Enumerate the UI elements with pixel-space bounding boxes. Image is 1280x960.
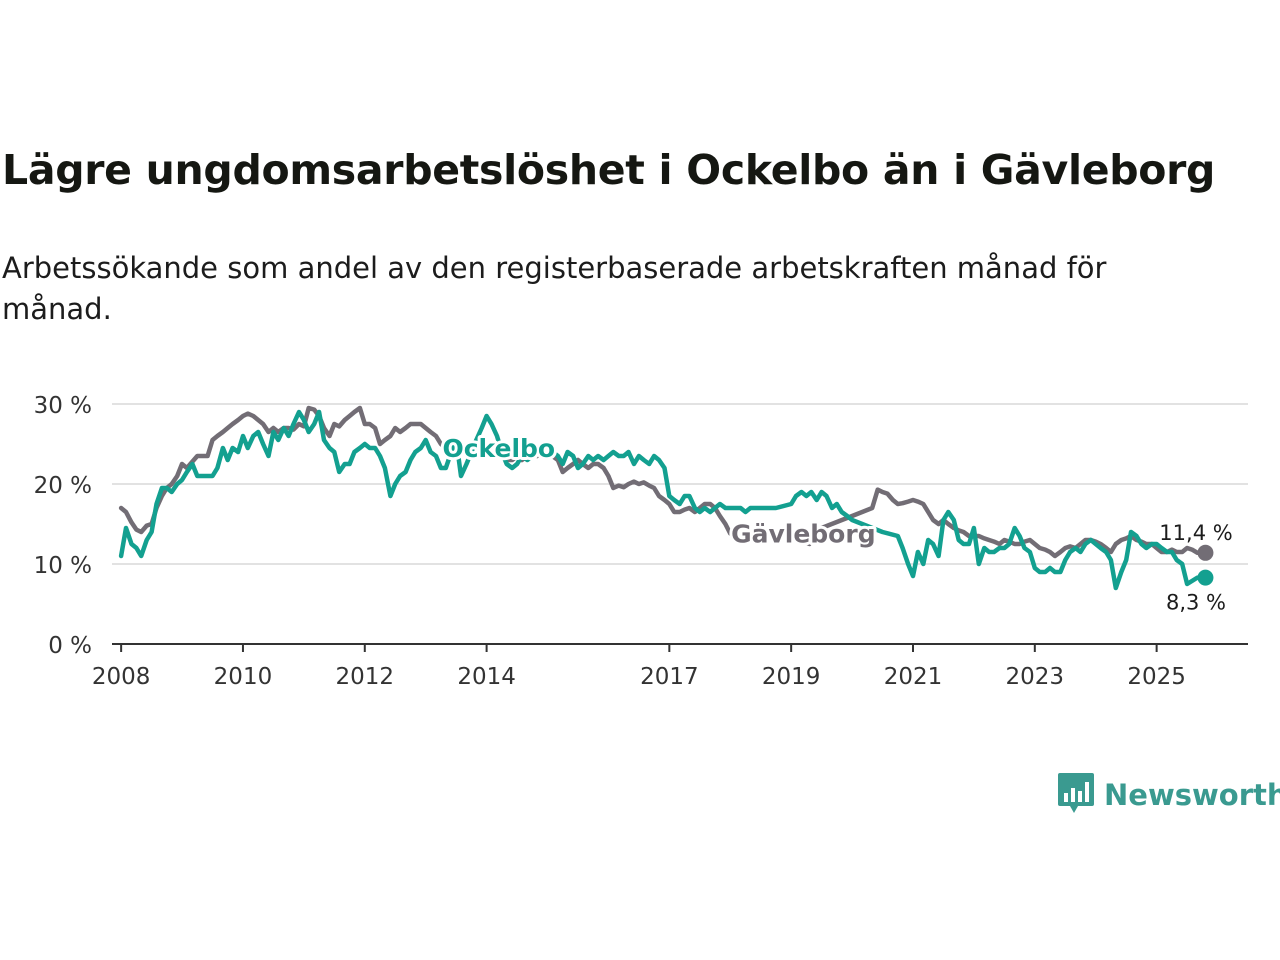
x-tick-label: 2023 bbox=[1006, 664, 1065, 690]
end-value-label-ockelbo: 8,3 % bbox=[1166, 591, 1226, 615]
series-labels: Ockelbo Gävleborg 11,4 % 8,3 % bbox=[439, 431, 1235, 617]
x-axis-ticks: 2008 2010 2012 2014 2017 2019 2021 2023 2025 bbox=[92, 643, 1248, 690]
y-tick-label: 0 % bbox=[48, 633, 92, 659]
gridlines bbox=[112, 403, 1248, 565]
series-label-ockelbo: Ockelbo bbox=[442, 434, 555, 463]
series-lines bbox=[118, 405, 1214, 591]
newsworthy-chart-icon bbox=[1058, 773, 1094, 813]
chart-subtitle: Arbetssökande som andel av den registerb… bbox=[2, 251, 1107, 326]
x-tick-label: 2021 bbox=[884, 664, 943, 690]
y-tick-label: 20 % bbox=[34, 473, 92, 499]
line-chart: 0 % 10 % 20 % 30 % 2008 2010 2012 2014 2017 2019… bbox=[34, 393, 1248, 690]
y-tick-label: 30 % bbox=[34, 393, 92, 419]
x-tick-label: 2017 bbox=[640, 664, 699, 690]
x-tick-label: 2025 bbox=[1127, 664, 1186, 690]
series-label-gavleborg: Gävleborg bbox=[731, 520, 876, 549]
series-end-marker-ockelbo bbox=[1197, 569, 1214, 586]
newsworthy-wordmark: Newsworthy bbox=[1104, 778, 1280, 812]
x-tick-label: 2014 bbox=[457, 664, 516, 690]
series-line-ockelbo bbox=[118, 409, 1200, 591]
series-end-marker-gavleborg bbox=[1197, 544, 1214, 561]
x-tick-label: 2010 bbox=[214, 664, 273, 690]
end-value-label-gavleborg: 11,4 % bbox=[1159, 521, 1232, 545]
x-tick-label: 2019 bbox=[762, 664, 821, 690]
newsworthy-logo[interactable]: Newsworthy bbox=[1058, 773, 1280, 817]
y-axis-ticks: 0 % 10 % 20 % 30 % bbox=[34, 393, 92, 659]
x-tick-label: 2012 bbox=[336, 664, 395, 690]
chart-title: Lägre ungdomsarbetslöshet i Ockelbo än i… bbox=[2, 146, 1216, 194]
x-tick-label: 2008 bbox=[92, 664, 151, 690]
y-tick-label: 10 % bbox=[34, 553, 92, 579]
